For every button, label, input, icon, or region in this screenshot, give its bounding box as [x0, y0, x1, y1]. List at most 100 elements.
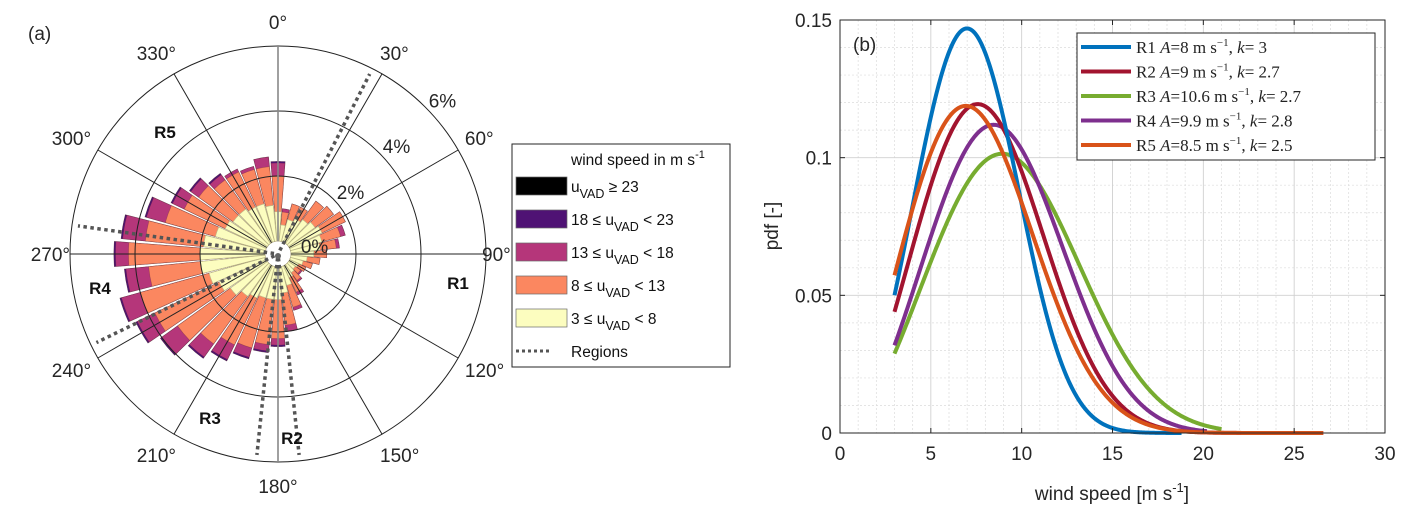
rose-bar: [215, 226, 267, 251]
angle-tick-label: 300°: [52, 129, 91, 150]
x-tick-label: 0: [835, 444, 846, 465]
region-boundary: [95, 254, 276, 345]
legend-item-label: uVAD ≥ 23: [571, 179, 639, 201]
pdf-line-r4: [892, 122, 1209, 434]
legend-item-label: 3 ≤ uVAD < 8: [571, 311, 656, 333]
legend-swatch: [515, 308, 568, 328]
radial-labels: 0% 2% 4% 6%: [301, 91, 456, 258]
legend-item-label: 18 ≤ uVAD < 23: [571, 212, 674, 234]
region-origin: [275, 253, 281, 259]
rose-bar: [241, 262, 271, 297]
wind-rose-panel: (a) 0° 30° 60° 90° 120° 150° 180° 210° 240° 270° 3…: [28, 13, 731, 498]
rose-bar: [289, 234, 323, 251]
y-tick-label: 0: [821, 424, 832, 445]
pdf-legend: R1 A=8 m s−1, k= 3 R2 A=9 m s−1, k= 2.7 R3…: [1076, 32, 1376, 161]
rose-bar: [232, 214, 270, 247]
y-axis-label: pdf [-]: [762, 202, 783, 251]
angle-labels: 0° 30° 60° 90° 120° 150° 180° 210° 240° 270° 300° 3…: [31, 13, 511, 498]
angle-gridline: [97, 260, 267, 359]
angle-gridline: [284, 73, 383, 243]
legend-regions-label: Regions: [571, 344, 628, 361]
x-axis-label: wind speed [m s-1]: [1034, 480, 1189, 505]
legend-swatch: [515, 242, 568, 262]
y-tick-label: 0.1: [806, 149, 832, 170]
rose-bar: [258, 265, 275, 299]
radial-tick-label: 6%: [429, 91, 457, 112]
legend-swatch: [515, 209, 568, 229]
radial-tick-label: 0%: [301, 237, 329, 258]
x-tick-label: 25: [1284, 444, 1305, 465]
pdf-panel: 0 5 10 15 20 25 30 0 0.05 0.1 0.15 (b) wind speed …: [762, 11, 1396, 505]
wind-rose-legend: wind speed in m s-1 uVAD ≥ 23 18 ≤ uVAD <…: [511, 143, 731, 368]
angle-gridline: [173, 265, 272, 435]
pdf-line-r1: [892, 26, 1183, 435]
rose-bars: [113, 156, 346, 362]
region-label: R5: [154, 123, 176, 142]
x-tick-label: 10: [1011, 444, 1032, 465]
radial-tick-label: 4%: [383, 137, 411, 158]
x-tick-label: 5: [926, 444, 937, 465]
x-tick-label: 20: [1193, 444, 1214, 465]
angle-gridline: [97, 149, 267, 248]
panel-b-label: (b): [853, 35, 876, 56]
angle-gridline: [289, 260, 459, 359]
rose-bar: [281, 265, 292, 286]
pdf-line-r3: [892, 151, 1223, 431]
rose-bar: [285, 262, 295, 273]
rose-bar: [286, 221, 316, 247]
y-tick-label: 0.15: [795, 11, 832, 32]
legend-item-label: 13 ≤ uVAD < 18: [571, 245, 674, 267]
rose-bar: [290, 243, 321, 254]
rose-bar: [289, 257, 304, 266]
pdf-legend-label: R5 A=8.5 m s−1, k= 2.5: [1136, 135, 1293, 155]
rose-bar: [278, 224, 286, 242]
rose-bar: [285, 219, 308, 246]
angle-tick-label: 270°: [31, 245, 70, 266]
pdf-legend-label: R2 A=9 m s−1, k= 2.7: [1136, 62, 1280, 82]
angle-tick-label: 210°: [137, 446, 176, 467]
angle-gridline: [284, 265, 383, 435]
region-label: R4: [89, 279, 111, 298]
rose-bar: [290, 254, 308, 262]
region-labels: R1 R2 R3 R4 R5: [89, 123, 469, 448]
pdf-ticks: 0 5 10 15 20 25 30 0 0.05 0.1 0.15: [795, 11, 1396, 465]
legend-swatch: [515, 176, 568, 196]
pdf-legend-label: R1 A=8 m s−1, k= 3: [1136, 37, 1267, 57]
x-tick-label: 15: [1102, 444, 1123, 465]
rose-grid: [69, 45, 487, 463]
angle-tick-label: 90°: [482, 245, 511, 266]
angle-tick-label: 30°: [380, 44, 409, 65]
rose-bar: [281, 219, 294, 243]
angle-tick-label: 180°: [258, 477, 297, 498]
region-label: R3: [199, 409, 221, 428]
angle-tick-label: 150°: [380, 446, 419, 467]
y-tick-label: 0.05: [795, 286, 832, 307]
rose-bar: [238, 208, 271, 246]
legend-title: wind speed in m s-1: [570, 149, 705, 169]
region-boundary: [278, 73, 372, 252]
region-boundary: [255, 257, 280, 456]
x-tick-label: 30: [1374, 444, 1395, 465]
angle-tick-label: 0°: [269, 13, 287, 34]
angle-gridline: [289, 149, 459, 248]
region-label: R2: [281, 429, 303, 448]
angle-tick-label: 240°: [52, 361, 91, 382]
legend-swatch: [515, 275, 568, 295]
rose-bar: [230, 261, 270, 296]
pdf-lines: [892, 26, 1325, 435]
radial-tick-label: 2%: [337, 183, 365, 204]
pdf-legend-label: R3 A=10.6 m s−1, k= 2.7: [1136, 86, 1302, 106]
angle-tick-label: 330°: [137, 44, 176, 65]
rose-bar: [265, 205, 278, 242]
angle-tick-label: 60°: [465, 129, 494, 150]
panel-a-label: (a): [28, 24, 51, 45]
angle-gridline: [173, 73, 272, 243]
region-boundary: [77, 224, 275, 256]
angle-tick-label: 120°: [465, 361, 504, 382]
rose-bar: [286, 261, 296, 270]
region-boundaries: [77, 73, 372, 456]
region-boundary: [276, 257, 301, 456]
region-label: R1: [447, 274, 469, 293]
rose-bar: [256, 203, 275, 243]
